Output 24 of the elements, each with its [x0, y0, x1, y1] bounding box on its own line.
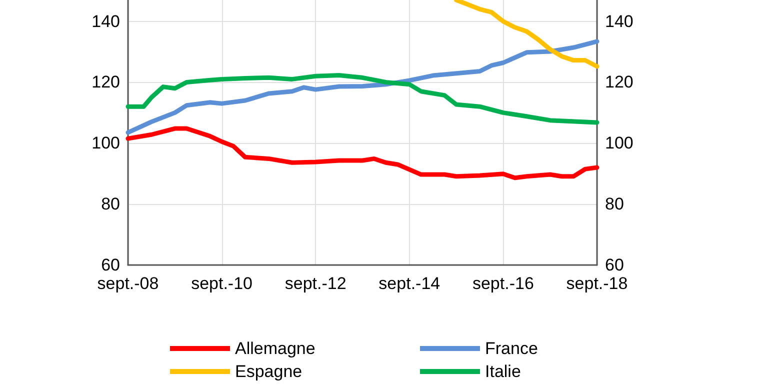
y2-tick-label: 140 — [605, 12, 634, 31]
y2-tick-label: 120 — [605, 72, 634, 92]
y-tick-label: 140 — [92, 12, 120, 31]
line-series — [454, 0, 600, 69]
legend-label: France — [485, 339, 538, 358]
line-series — [126, 39, 600, 135]
x-tick-label: sept.-08 — [97, 274, 159, 293]
x-tick-label: sept.-10 — [191, 274, 253, 293]
line-series — [126, 72, 600, 125]
y-tick-label: 120 — [92, 72, 120, 92]
x-tick-label: sept.-18 — [566, 274, 628, 293]
x-tick-label: sept.-14 — [378, 274, 440, 293]
legend-label: Espagne — [235, 362, 302, 381]
legend-label: Italie — [485, 362, 521, 381]
y2-tick-label: 100 — [605, 134, 634, 153]
legend-label: Allemagne — [235, 339, 316, 358]
y2-tick-label: 80 — [605, 194, 624, 214]
line-series — [126, 126, 600, 180]
y-tick-label: 60 — [101, 256, 120, 274]
x-tick-label: sept.-16 — [472, 274, 534, 293]
y2-tick-label: 60 — [605, 256, 624, 274]
y-tick-label: 80 — [101, 194, 120, 214]
y-tick-label: 100 — [92, 134, 120, 153]
x-tick-label: sept.-12 — [284, 274, 346, 293]
